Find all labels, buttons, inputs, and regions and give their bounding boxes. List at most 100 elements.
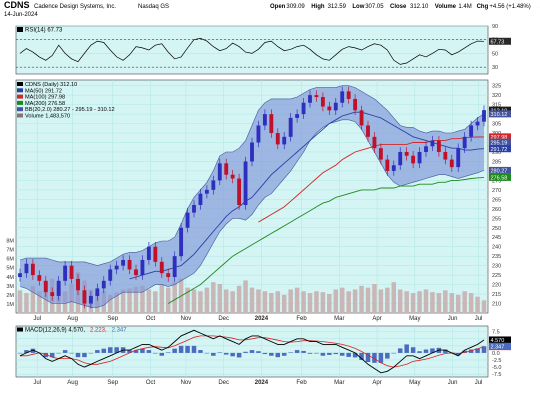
volume-bar [307,293,313,313]
volume-bar [223,289,229,313]
volume-bar [346,291,351,313]
macd-histogram-bar [217,352,223,353]
macd-histogram-bar [243,351,248,353]
macd-histogram-bar [346,352,351,357]
volume-bar [301,291,306,313]
candle-body [385,159,390,171]
candle-body [56,280,61,296]
macd-histogram-bar [481,346,487,353]
macd-histogram-bar [101,348,107,353]
macd-histogram-bar [88,352,94,354]
price-tick-label: 215 [492,292,501,298]
candle-body [411,155,416,164]
macd-histogram-bar [359,352,364,360]
macd-histogram-bar [178,345,184,353]
quote-label-volume: Volume [435,4,457,10]
price-tag-276-58-bg [489,173,511,181]
volume-bar [455,294,461,313]
ticker-symbol: CDNS [4,0,30,10]
macd-histogram-bar [114,347,119,353]
macd-x-label: Feb [296,380,307,386]
volume-bar [359,285,364,313]
volume-tick-label: 5M [6,266,14,272]
volume-bar [423,289,429,313]
rsi-tick-label: 90 [492,24,498,30]
candle-body [50,292,55,296]
macd-histogram-bar [159,352,165,356]
macd-histogram-bar [339,352,345,356]
macd-histogram-bar [30,348,36,353]
price-tick-label: 290 [492,150,501,156]
candle-body [404,151,409,156]
macd-histogram-bar [146,350,152,353]
macd-histogram-bar [404,344,409,353]
macd-histogram-bar [468,349,474,353]
quote-value-volume: 1.4M [458,4,471,10]
price-legend-swatch [17,94,23,99]
macd-histogram-bar [133,350,139,353]
candle-body [179,227,184,257]
candle-body [30,263,35,276]
volume-bar [391,282,397,313]
macd-histogram-bar [352,352,358,358]
price-tag-310-12: 310.12 [491,112,508,118]
volume-bar [468,293,474,313]
price-tick-label: 245 [492,235,501,241]
volume-bar [256,289,261,313]
macd-tag-2-347-bg [489,342,511,350]
volume-bar [236,285,242,313]
macd-x-label: Apr [372,380,381,386]
macd-histogram-bar [69,352,74,354]
volume-bar [443,290,448,313]
macd-histogram-bar [153,352,158,354]
macd-x-label: Aug [67,380,78,386]
rsi-line [19,37,485,65]
candle-body [269,114,274,134]
candle-body [121,259,126,266]
macd-histogram-bar [391,352,397,354]
candle-body [18,273,22,278]
candle-body [108,269,113,281]
volume-tick-label: 4M [6,275,14,281]
quote-value-open: 309.09 [286,4,305,10]
candle-body [82,290,87,304]
macd-histogram-bar [314,352,319,354]
macd-histogram-bar [165,352,171,353]
candle-body [134,269,138,276]
macd-x-label: Mar [334,380,344,386]
candle-body [449,159,454,168]
price-tick-label: 210 [492,302,501,308]
macd-legend-item: 2.223, [90,328,107,334]
price-tag-310-12-bg [489,110,511,118]
candle-body [346,91,351,99]
price-tag-280-27-bg [489,166,511,174]
macd-line [19,329,485,374]
volume-tick-label: 7M [6,248,14,254]
price-tick-label: 265 [492,197,501,203]
candle-body [140,259,145,276]
candle-body [217,163,222,181]
volume-bar [397,289,403,313]
price-x-label: Apr [372,316,381,322]
price-tag-280-27: 280.27 [491,169,508,175]
macd-histogram-bar [223,352,229,355]
volume-bar [481,300,487,313]
macd-histogram-bar [185,345,190,353]
macd-histogram-bar [56,352,61,354]
quote-date: 14-Jun-2024 [4,12,38,18]
change-arrow-icon: ▲ [539,4,540,10]
volume-bar [133,286,139,313]
price-legend-item: Volume 1,483,570 [25,114,70,120]
candle-body [114,265,119,270]
macd-legend-swatch [17,327,23,332]
candle-body [353,98,358,111]
price-tag-276-58: 276.58 [491,176,508,182]
volume-tick-label: 6M [6,257,14,263]
price-x-label: Jul [33,316,41,322]
candle-body [475,121,480,126]
chart-canvas: 30507090RSI(14) 67.7367.7321021522022523… [6,24,511,386]
macd-legend-item: 2.347 [112,328,128,334]
price-tick-label: 255 [492,216,501,222]
volume-bar [288,289,293,313]
bollinger-band-fill [20,85,484,308]
